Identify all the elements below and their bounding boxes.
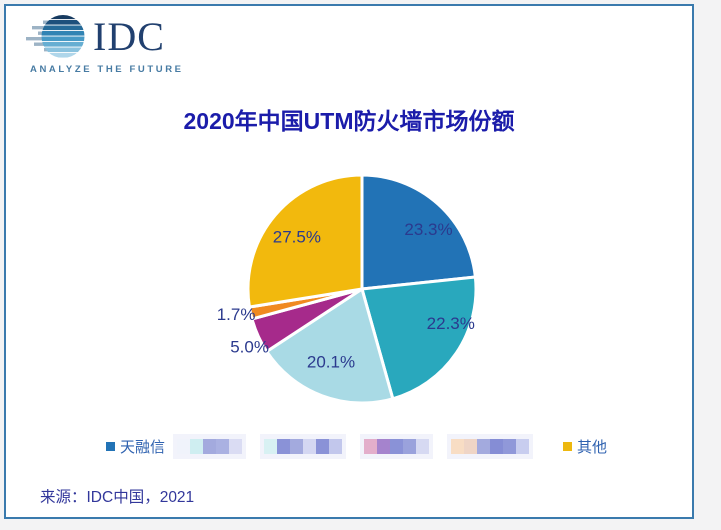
report-card: IDC ANALYZE THE FUTURE 2020年中国UTM防火墙市场份额… [4, 4, 694, 519]
legend-label: 天融信 [120, 439, 166, 456]
mosaic-block [477, 439, 491, 454]
legend-item-last: 其他 [563, 436, 607, 457]
mosaic-block [464, 439, 478, 454]
pie-slice-label: 1.7% [217, 305, 256, 324]
pie-slice [264, 286, 395, 405]
idc-tagline: ANALYZE THE FUTURE [30, 64, 184, 75]
mosaic-block [329, 439, 343, 454]
pie-slice [246, 173, 364, 309]
legend-label: 其他 [577, 439, 608, 456]
legend-marker-yellow [563, 442, 573, 451]
pie-slice-label: 5.0% [230, 337, 269, 356]
legend-redacted-blur [173, 434, 534, 459]
mosaic-block [490, 439, 504, 454]
idc-logo-text: IDC [93, 14, 165, 59]
pie-slice-label: 22.3% [427, 314, 475, 333]
redacted-legend-entry [360, 434, 434, 459]
mosaic-block [229, 439, 243, 454]
mosaic-block [390, 439, 404, 454]
mosaic-block [216, 439, 230, 454]
mosaic-block [277, 439, 291, 454]
pie-slice-label: 20.1% [307, 353, 355, 372]
chart-legend: 天融信 其他 [106, 434, 607, 459]
pie-slice-label: 27.5% [273, 227, 321, 246]
mosaic-block [290, 439, 304, 454]
mosaic-block [451, 439, 465, 454]
mosaic-block [416, 439, 430, 454]
redacted-legend-entry [173, 434, 247, 459]
pie-slice [360, 275, 478, 401]
mosaic-block [403, 439, 417, 454]
mosaic-block [303, 439, 317, 454]
page-title: 2020年中国UTM防火墙市场份额 [183, 108, 515, 134]
legend-item-first: 天融信 [106, 436, 165, 457]
mosaic-block [203, 439, 217, 454]
legend-marker-blue [106, 442, 115, 451]
mosaic-block [377, 439, 391, 454]
pie-slice [360, 173, 478, 291]
mosaic-block [516, 439, 530, 454]
idc-globe-icon [26, 15, 85, 58]
source-note: 来源：IDC中国，2021 [40, 489, 195, 506]
mosaic-block [364, 439, 378, 454]
mosaic-block [190, 439, 204, 454]
mosaic-block [264, 439, 278, 454]
mosaic-block [177, 439, 191, 454]
redacted-legend-entry [260, 434, 347, 459]
redacted-legend-entry [447, 434, 534, 459]
pie-chart: 23.3% 22.3% 20.1% 5.0% 1.7% 27.5% [217, 173, 478, 405]
mosaic-block [503, 439, 517, 454]
pie-slice-label: 23.3% [404, 220, 452, 239]
mosaic-block [316, 439, 330, 454]
idc-logo: IDC ANALYZE THE FUTURE [24, 14, 184, 75]
